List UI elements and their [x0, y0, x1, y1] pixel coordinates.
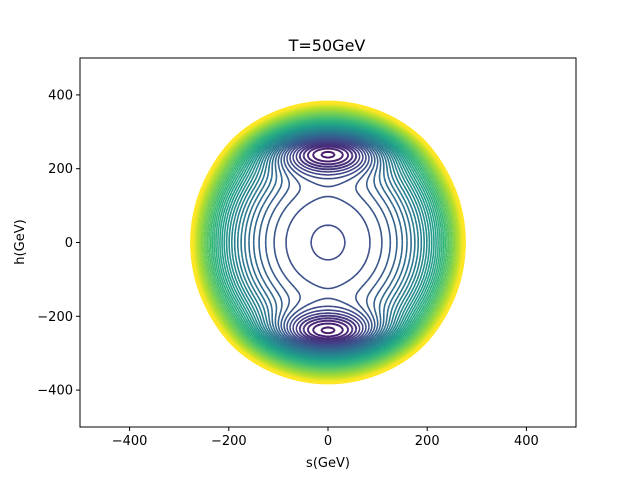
- contour-level: [190, 100, 466, 385]
- y-axis-ticks: −400 −200 0 200 400: [37, 88, 80, 399]
- x-axis-ticks: −400 −200 0 200 400: [112, 427, 539, 449]
- contour-level: [202, 111, 454, 374]
- x-tick-label: −400: [112, 434, 148, 449]
- y-tick-label: −400: [37, 384, 73, 399]
- contour-level: [231, 128, 425, 357]
- contour-level: [295, 141, 361, 344]
- contour-level: [302, 143, 354, 342]
- contour-level: [219, 123, 437, 362]
- contour-level: [252, 134, 404, 351]
- x-tick-label: 400: [514, 434, 539, 449]
- contour-level: [213, 120, 443, 365]
- contour-level: [273, 136, 383, 349]
- contour-level: [244, 132, 412, 353]
- contour-level: [196, 107, 460, 378]
- y-tick-label: 0: [65, 236, 73, 251]
- x-tick-label: 200: [415, 434, 440, 449]
- contour-level: [237, 130, 419, 355]
- contour-level: [289, 139, 367, 346]
- contour-level: [208, 116, 448, 369]
- contour-level: [205, 114, 451, 371]
- contour-level: [248, 133, 408, 352]
- contour-level: [223, 125, 433, 360]
- contour-level: [228, 127, 428, 358]
- contour-level: [198, 108, 458, 377]
- chart-title: T=50GeV: [288, 36, 366, 55]
- x-tick-label: −200: [211, 434, 247, 449]
- contour-level: [209, 117, 447, 368]
- y-tick-label: 400: [48, 88, 73, 103]
- contour-level: [233, 129, 423, 356]
- contour-level: [206, 115, 450, 370]
- contour-level: [199, 109, 457, 376]
- contour-level: [225, 126, 431, 359]
- contour-level: [203, 113, 453, 372]
- y-axis-label: h(GeV): [13, 219, 28, 264]
- contour-level: [292, 140, 364, 345]
- y-tick-label: −200: [37, 310, 73, 325]
- contour-level: [320, 150, 336, 335]
- contour-lines: [190, 100, 466, 385]
- contour-level: [217, 122, 439, 363]
- contour-level: [258, 134, 398, 351]
- x-axis-label: s(GeV): [306, 456, 350, 471]
- contour-level: [215, 121, 441, 364]
- y-tick-label: 200: [48, 162, 73, 177]
- contour-level: [221, 124, 435, 361]
- contour-level: [240, 131, 416, 354]
- contour-level: [298, 142, 358, 343]
- x-tick-label: 0: [324, 434, 332, 449]
- contour-level: [200, 110, 456, 375]
- contour-level: [211, 118, 445, 367]
- contour-level: [195, 105, 461, 380]
- contour-level: [306, 145, 350, 340]
- contour-level: [285, 138, 371, 347]
- contour-level: [312, 147, 344, 338]
- contour-level: [264, 135, 392, 350]
